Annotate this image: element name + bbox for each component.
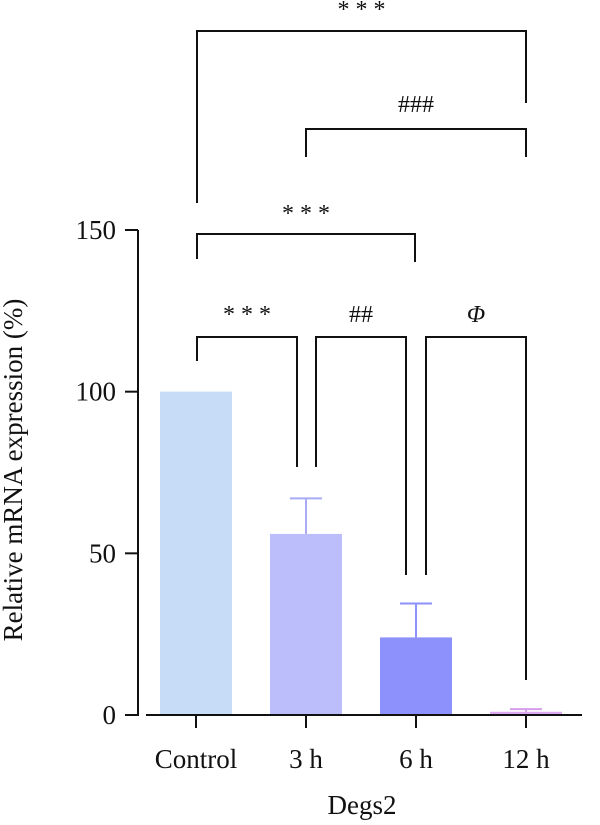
significance-label: Φ: [467, 302, 485, 328]
y-tick-label: 100: [76, 377, 117, 407]
significance-bracket: [196, 30, 527, 203]
x-tick-label: 12 h: [502, 744, 550, 774]
bar: [270, 533, 342, 715]
x-tick-label: 3 h: [289, 744, 323, 774]
significance-bracket: [305, 128, 527, 157]
significance-label: ###: [398, 92, 434, 118]
significance-label: * * *: [282, 201, 330, 227]
significance-label: * * *: [223, 302, 271, 328]
significance-bracket: [196, 336, 298, 467]
x-tick-label: Control: [155, 744, 238, 774]
plot-area: 0 50 100 150 Control 3 h 6 h 12 h * * * ## Φ * * * #…: [76, 0, 582, 774]
significance-label: * * *: [338, 0, 386, 23]
y-axis-label: Relative mRNA expression (%): [0, 299, 28, 642]
bar: [490, 711, 562, 715]
bar: [160, 391, 232, 715]
y-tick-label: 150: [76, 215, 117, 245]
x-axis-label: Degs2: [328, 790, 397, 820]
y-tick-label: 0: [103, 700, 117, 730]
significance-bracket: [196, 233, 416, 262]
significance-bracket: [425, 336, 527, 680]
y-tick-label: 50: [89, 538, 116, 568]
x-tick-label: 6 h: [399, 744, 433, 774]
bar: [380, 637, 452, 715]
significance-label: ##: [349, 302, 373, 328]
significance-bracket: [315, 336, 407, 575]
